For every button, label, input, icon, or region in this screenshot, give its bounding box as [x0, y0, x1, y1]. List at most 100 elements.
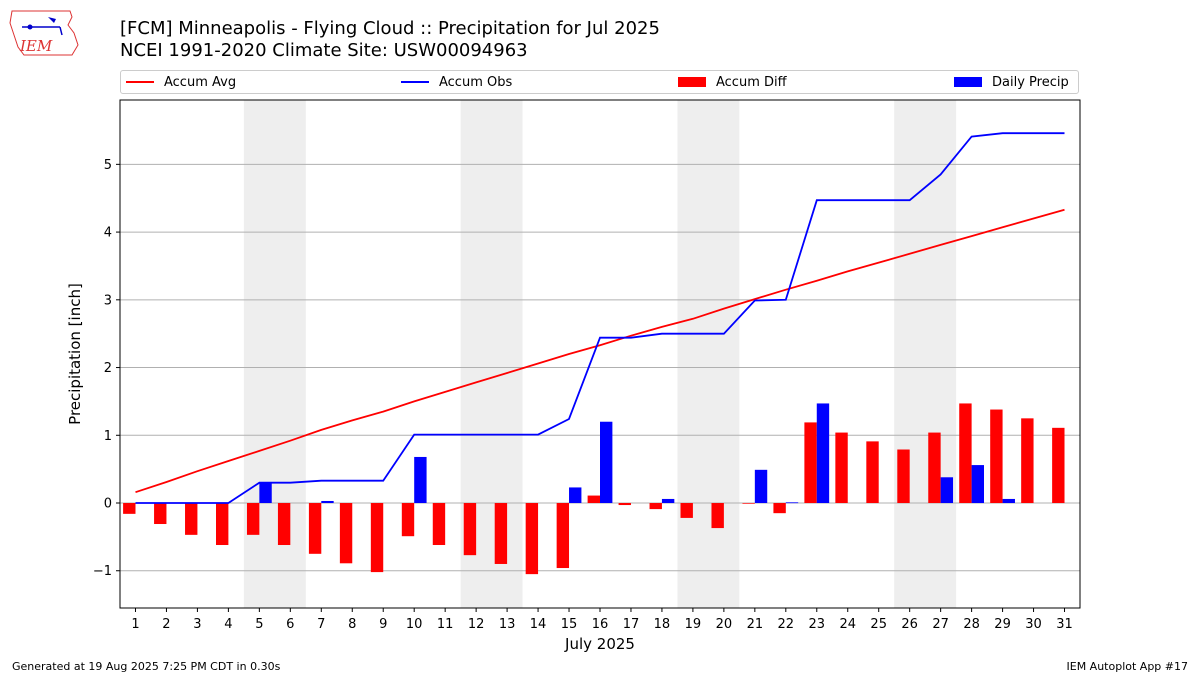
- accum-diff-bar: [804, 422, 817, 504]
- x-tick-label: 6: [286, 617, 294, 632]
- x-tick-label: 29: [994, 617, 1011, 632]
- iem-logo: IEM: [9, 10, 79, 56]
- legend-swatch-daily-precip: [954, 77, 982, 87]
- daily-precip-bar: [940, 477, 954, 504]
- daily-precip-bar: [600, 421, 613, 504]
- legend-item-accum-obs: Accum Obs: [401, 74, 512, 90]
- accum-diff-bar: [463, 503, 477, 556]
- accum-diff-bar: [154, 503, 167, 525]
- x-tick-label: 3: [193, 617, 201, 632]
- x-tick-label: 30: [1025, 617, 1042, 632]
- accum-diff-bar: [556, 503, 570, 569]
- accum-diff-bar: [494, 503, 508, 564]
- weekend-shade: [894, 100, 957, 608]
- accum-diff-bar: [123, 503, 136, 514]
- x-axis-label: July 2025: [564, 635, 635, 653]
- title-line-2: NCEI 1991-2020 Climate Site: USW00094963: [120, 40, 528, 61]
- x-tick-label: 10: [406, 617, 423, 632]
- x-tick-label: 8: [348, 617, 356, 632]
- accum-diff-bar: [339, 503, 353, 564]
- x-tick-label: 21: [747, 617, 764, 632]
- accum-diff-bar: [711, 503, 724, 529]
- weekend-shade: [677, 100, 740, 608]
- accum-diff-bar: [773, 503, 786, 514]
- x-tick-label: 4: [224, 617, 232, 632]
- accum-diff-bar: [990, 409, 1003, 504]
- accum-diff-bar: [370, 503, 384, 573]
- y-tick-label: −1: [93, 564, 112, 579]
- x-tick-label: 15: [561, 617, 578, 632]
- legend-item-accum-diff: Accum Diff: [678, 74, 787, 90]
- daily-precip-bar: [414, 456, 427, 504]
- accum-diff-bar: [649, 503, 662, 510]
- title-line-1: [FCM] Minneapolis - Flying Cloud :: Prec…: [120, 18, 660, 39]
- daily-precip-bar: [569, 487, 582, 504]
- accum-avg-line: [135, 208, 1065, 494]
- daily-precip-bar: [259, 482, 272, 504]
- legend-label-daily-precip: Daily Precip: [992, 74, 1069, 90]
- y-tick-label: 0: [104, 497, 112, 512]
- accum-diff-bar: [1021, 418, 1034, 504]
- daily-precip-bar: [754, 469, 768, 504]
- x-tick-label: 11: [437, 617, 454, 632]
- accum-diff-bar: [742, 503, 755, 504]
- accum-diff-bar: [432, 503, 446, 546]
- y-axis-label: Precipitation [inch]: [66, 283, 84, 425]
- legend-label-accum-diff: Accum Diff: [716, 74, 787, 90]
- accum-diff-bar: [618, 503, 631, 506]
- daily-precip-bar: [971, 465, 984, 504]
- daily-precip-bar: [321, 500, 334, 504]
- x-tick-label: 1: [131, 617, 139, 632]
- x-tick-label: 9: [379, 617, 387, 632]
- daily-precip-bar: [661, 498, 675, 504]
- x-tick-label: 24: [839, 617, 856, 632]
- daily-precip-bar: [785, 502, 799, 504]
- x-tick-label: 14: [530, 617, 547, 632]
- x-tick-label: 18: [654, 617, 671, 632]
- accum-diff-bar: [216, 503, 229, 546]
- y-tick-label: 2: [104, 361, 112, 376]
- daily-precip-bar: [1002, 498, 1015, 504]
- x-tick-label: 25: [870, 617, 887, 632]
- daily-precip-bar: [816, 403, 830, 504]
- accum-diff-bar: [277, 503, 291, 546]
- accum-diff-bar: [1052, 427, 1065, 504]
- x-tick-label: 7: [317, 617, 325, 632]
- y-tick-label: 4: [104, 226, 112, 241]
- x-tick-label: 23: [809, 617, 826, 632]
- accum-obs-line: [135, 132, 1065, 504]
- accum-diff-bar: [525, 503, 539, 575]
- x-tick-label: 17: [623, 617, 640, 632]
- x-tick-label: 5: [255, 617, 263, 632]
- accum-diff-bar: [246, 503, 260, 535]
- accum-diff-bar: [835, 432, 848, 504]
- accum-diff-bar: [308, 503, 322, 554]
- x-tick-label: 2: [162, 617, 170, 632]
- legend: Accum Avg Accum Obs Accum Diff Daily Pre…: [120, 70, 1079, 94]
- legend-swatch-accum-avg: [126, 81, 154, 83]
- accum-diff-bar: [959, 403, 972, 504]
- footer-generated: Generated at 19 Aug 2025 7:25 PM CDT in …: [12, 660, 281, 673]
- legend-item-daily-precip: Daily Precip: [954, 74, 1069, 90]
- x-tick-label: 31: [1056, 617, 1073, 632]
- y-tick-label: 3: [104, 293, 112, 308]
- legend-swatch-accum-obs: [401, 81, 429, 83]
- accum-diff-bar: [185, 503, 198, 535]
- x-tick-label: 28: [963, 617, 980, 632]
- chart-title: [FCM] Minneapolis - Flying Cloud :: Prec…: [120, 18, 660, 62]
- x-tick-label: 19: [685, 617, 702, 632]
- y-tick-label: 1: [104, 429, 112, 444]
- x-tick-label: 26: [901, 617, 918, 632]
- y-tick-label: 5: [104, 158, 112, 173]
- logo-text: IEM: [19, 37, 53, 55]
- x-tick-label: 22: [778, 617, 795, 632]
- x-tick-label: 27: [932, 617, 949, 632]
- x-tick-label: 20: [716, 617, 733, 632]
- accum-diff-bar: [897, 449, 910, 504]
- legend-label-accum-avg: Accum Avg: [164, 74, 237, 90]
- legend-swatch-accum-diff: [678, 77, 706, 87]
- accum-diff-bar: [401, 503, 415, 537]
- x-tick-label: 13: [499, 617, 516, 632]
- accum-diff-bar: [928, 432, 941, 504]
